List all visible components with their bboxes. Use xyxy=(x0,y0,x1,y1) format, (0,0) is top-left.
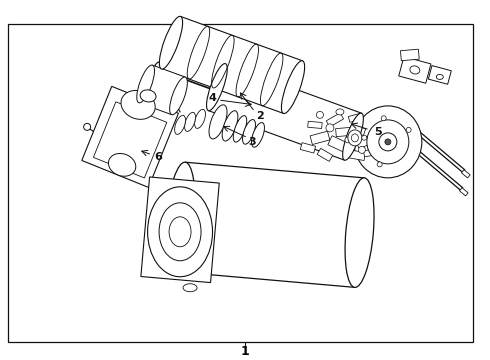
Ellipse shape xyxy=(345,178,374,287)
Polygon shape xyxy=(317,148,333,161)
Ellipse shape xyxy=(367,120,409,164)
Polygon shape xyxy=(141,177,219,283)
Polygon shape xyxy=(462,170,470,178)
Polygon shape xyxy=(356,135,374,149)
Ellipse shape xyxy=(159,203,201,261)
Ellipse shape xyxy=(348,130,362,146)
Ellipse shape xyxy=(159,16,183,69)
Text: 5: 5 xyxy=(374,127,382,137)
Polygon shape xyxy=(348,113,362,122)
Text: 4: 4 xyxy=(208,93,216,103)
Polygon shape xyxy=(364,149,376,157)
Polygon shape xyxy=(399,57,431,83)
Polygon shape xyxy=(326,113,343,127)
Polygon shape xyxy=(344,149,366,161)
Polygon shape xyxy=(139,65,185,115)
Ellipse shape xyxy=(377,162,382,167)
Ellipse shape xyxy=(354,106,422,178)
Ellipse shape xyxy=(436,75,443,80)
Ellipse shape xyxy=(169,217,191,247)
Ellipse shape xyxy=(406,127,411,132)
Ellipse shape xyxy=(345,137,351,143)
Polygon shape xyxy=(336,127,354,137)
Text: 6: 6 xyxy=(154,152,162,162)
Polygon shape xyxy=(175,162,365,287)
Polygon shape xyxy=(350,124,366,136)
Bar xyxy=(8,24,473,342)
Polygon shape xyxy=(161,17,303,113)
Polygon shape xyxy=(82,86,178,188)
Ellipse shape xyxy=(166,162,195,272)
Ellipse shape xyxy=(108,153,136,176)
Ellipse shape xyxy=(336,109,344,115)
Ellipse shape xyxy=(385,139,391,145)
Ellipse shape xyxy=(243,120,255,144)
Ellipse shape xyxy=(281,61,305,113)
Ellipse shape xyxy=(381,116,386,121)
Ellipse shape xyxy=(84,123,91,130)
Ellipse shape xyxy=(195,109,205,129)
Polygon shape xyxy=(300,143,316,153)
Ellipse shape xyxy=(362,135,367,140)
Ellipse shape xyxy=(174,115,186,134)
Text: 2: 2 xyxy=(256,111,264,121)
Ellipse shape xyxy=(140,90,156,102)
Ellipse shape xyxy=(207,64,227,111)
Polygon shape xyxy=(428,66,451,84)
Ellipse shape xyxy=(343,113,364,160)
Polygon shape xyxy=(400,49,419,61)
Text: 1: 1 xyxy=(241,345,249,358)
Ellipse shape xyxy=(170,77,187,115)
Ellipse shape xyxy=(326,124,334,132)
Ellipse shape xyxy=(351,134,358,142)
Polygon shape xyxy=(310,131,330,144)
Text: 3: 3 xyxy=(248,137,256,147)
Ellipse shape xyxy=(137,65,154,103)
Polygon shape xyxy=(208,64,362,160)
Ellipse shape xyxy=(233,116,246,142)
Ellipse shape xyxy=(121,90,155,120)
Polygon shape xyxy=(373,135,387,144)
Polygon shape xyxy=(328,136,352,154)
Ellipse shape xyxy=(185,112,196,131)
Ellipse shape xyxy=(379,133,397,151)
Polygon shape xyxy=(94,102,167,178)
Ellipse shape xyxy=(209,105,227,139)
Ellipse shape xyxy=(358,147,366,153)
Ellipse shape xyxy=(183,284,197,292)
Ellipse shape xyxy=(317,111,323,118)
Polygon shape xyxy=(460,188,468,196)
Polygon shape xyxy=(308,121,322,129)
Ellipse shape xyxy=(410,66,420,74)
Ellipse shape xyxy=(222,111,238,141)
Ellipse shape xyxy=(251,122,265,147)
